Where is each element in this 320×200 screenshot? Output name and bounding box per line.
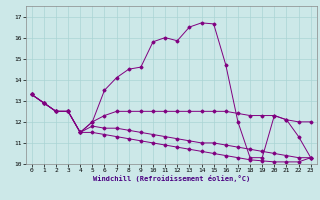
X-axis label: Windchill (Refroidissement éolien,°C): Windchill (Refroidissement éolien,°C) (92, 175, 250, 182)
